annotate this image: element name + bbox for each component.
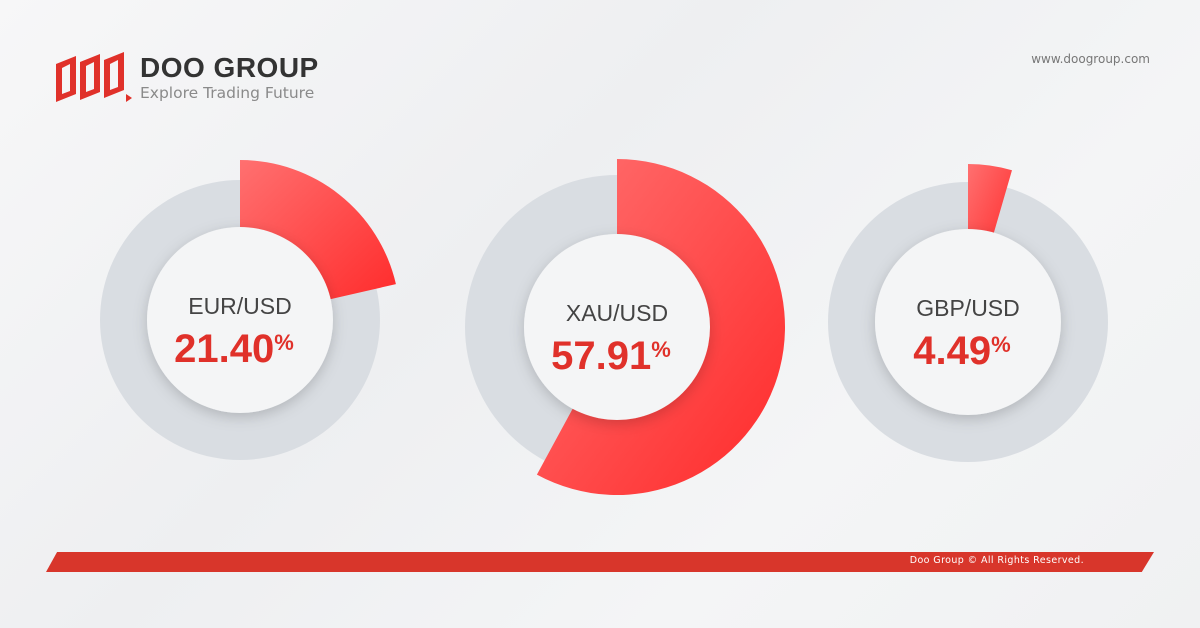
pair-label: XAU/USD — [566, 300, 668, 326]
donut-center — [524, 234, 710, 420]
pair-label: GBP/USD — [916, 295, 1020, 321]
footer-bar: Doo Group © All Rights Reserved. — [46, 552, 1154, 572]
value-label: 21.40% — [174, 327, 294, 371]
pair-label: EUR/USD — [188, 293, 292, 319]
donut-eur-usd: EUR/USD 21.40% — [100, 160, 396, 460]
brand-name: DOO GROUP — [140, 52, 319, 83]
doo-logo-icon — [56, 52, 132, 102]
value-label: 57.91% — [551, 334, 671, 378]
copyright: Doo Group © All Rights Reserved. — [909, 555, 1084, 566]
tagline: Explore Trading Future — [140, 84, 315, 102]
donut-xau-usd: XAU/USD 57.91% — [465, 159, 785, 495]
logo: DOO GROUP Explore Trading Future — [52, 50, 319, 106]
donut-center — [875, 229, 1061, 415]
donut-center — [147, 227, 333, 413]
website-link[interactable]: www.doogroup.com — [1031, 52, 1150, 66]
